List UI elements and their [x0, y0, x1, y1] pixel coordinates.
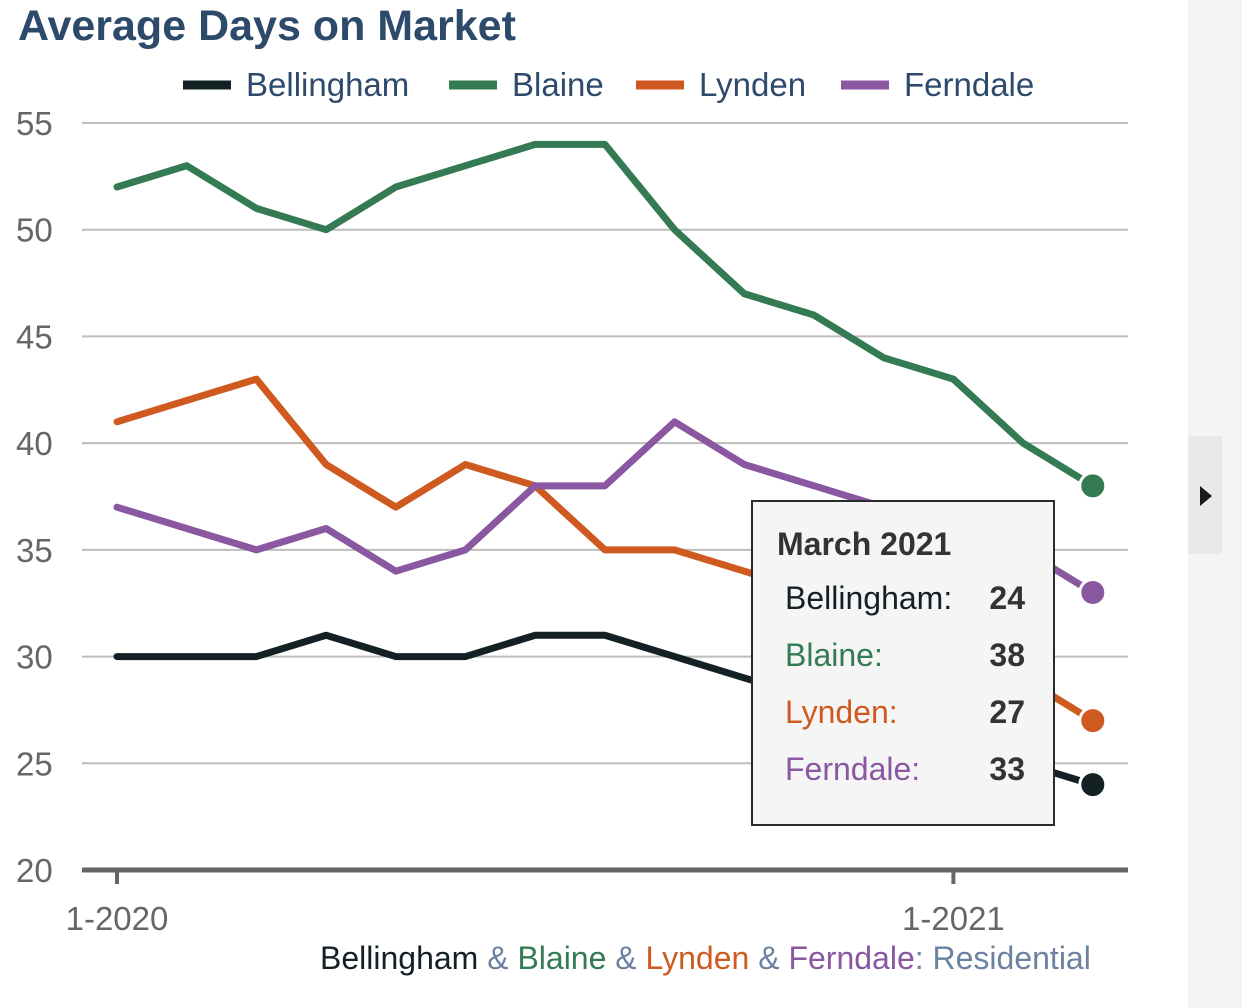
series-marker-bellingham — [1078, 770, 1108, 800]
legend: Bellingham Blaine Lynden Ferndale — [183, 66, 1034, 103]
tooltip-label: Ferndale: — [785, 751, 921, 787]
source-part: Blaine — [517, 940, 607, 976]
source-part: & — [749, 940, 789, 976]
tooltip-title: March 2021 — [777, 526, 952, 562]
tooltip-value: 38 — [989, 637, 1025, 673]
source-part: : Residential — [914, 940, 1091, 976]
y-tick-label: 45 — [16, 318, 53, 355]
caret-right-icon — [1200, 486, 1212, 506]
tooltip-row-bellingham: Bellingham: 24 — [785, 580, 1025, 620]
series-marker-ferndale — [1078, 578, 1108, 608]
source-part: Ferndale — [788, 940, 915, 976]
y-tick-label: 30 — [16, 639, 53, 676]
y-tick-label: 40 — [16, 425, 53, 462]
tooltip-label: Blaine: — [785, 637, 883, 673]
tooltip-row-ferndale: Ferndale: 33 — [785, 751, 1025, 791]
x-tick-label: 1-2020 — [66, 900, 169, 937]
tooltip-label: Bellingham: — [785, 580, 953, 616]
y-tick-label: 25 — [16, 745, 53, 782]
y-tick-label: 55 — [16, 105, 53, 142]
expand-panel-button[interactable] — [1188, 436, 1222, 554]
legend-label: Blaine — [512, 66, 604, 103]
series-marker-lynden — [1078, 706, 1108, 736]
legend-label: Bellingham — [246, 66, 409, 103]
tooltip-row-blaine: Blaine: 38 — [785, 637, 1025, 677]
source-part: Lynden — [645, 940, 750, 976]
hover-tooltip: March 2021 Bellingham: 24 Blaine: 38 Lyn… — [751, 500, 1055, 826]
x-tick-label: 1-2021 — [902, 900, 1005, 937]
legend-label: Lynden — [699, 66, 806, 103]
y-tick-label: 35 — [16, 532, 53, 569]
source-caption: Bellingham & Blaine & Lynden & Ferndale:… — [320, 940, 1091, 977]
source-part: & — [606, 940, 646, 976]
source-part: & — [478, 940, 518, 976]
y-tick-label: 20 — [16, 852, 53, 889]
tooltip-value: 27 — [989, 694, 1025, 730]
tooltip-value: 24 — [989, 580, 1025, 616]
series-line-blaine — [113, 140, 1097, 490]
legend-label: Ferndale — [904, 66, 1034, 103]
chart-title: Average Days on Market — [18, 2, 516, 50]
axes: 20 25 30 35 40 45 50 55 1-2020 1-2021 — [16, 105, 1128, 937]
y-tick-label: 50 — [16, 212, 53, 249]
tooltip-row-lynden: Lynden: 27 — [785, 694, 1025, 734]
source-part: Bellingham — [320, 940, 479, 976]
tooltip-value: 33 — [989, 751, 1025, 787]
series-marker-blaine — [1078, 471, 1108, 501]
tooltip-label: Lynden: — [785, 694, 898, 730]
